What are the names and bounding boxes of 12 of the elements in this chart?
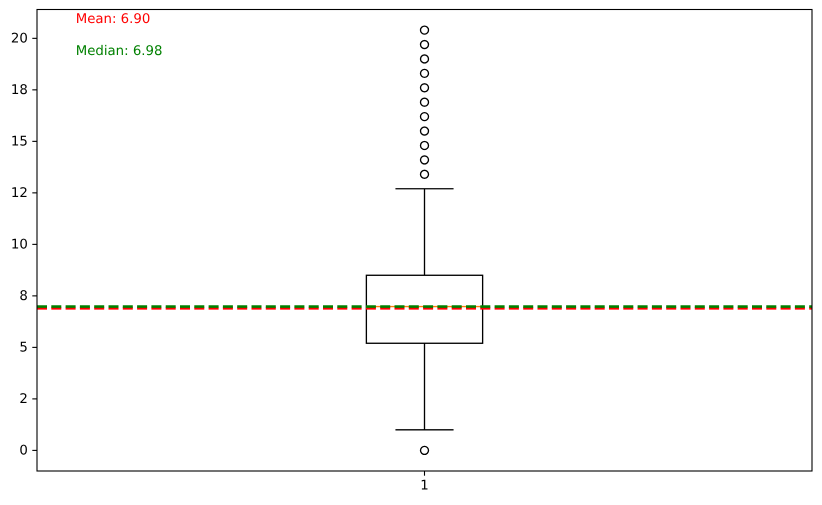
x-tick-label: 1 <box>420 478 429 494</box>
y-tick-label: 2 <box>19 392 28 408</box>
y-tick-label: 10 <box>10 238 28 253</box>
y-tick-label: 0 <box>19 444 28 459</box>
y-tick-label: 8 <box>19 289 28 304</box>
y-tick-label: 12 <box>10 186 28 202</box>
y-tick-label: 20 <box>10 32 28 47</box>
y-tick-label: 5 <box>19 340 28 356</box>
y-tick-label: 15 <box>10 134 28 150</box>
y-tick-label: 18 <box>10 83 28 98</box>
ref-line-label: Mean: 6.90 <box>76 12 150 27</box>
ref-line-label: Median: 6.98 <box>76 44 162 59</box>
